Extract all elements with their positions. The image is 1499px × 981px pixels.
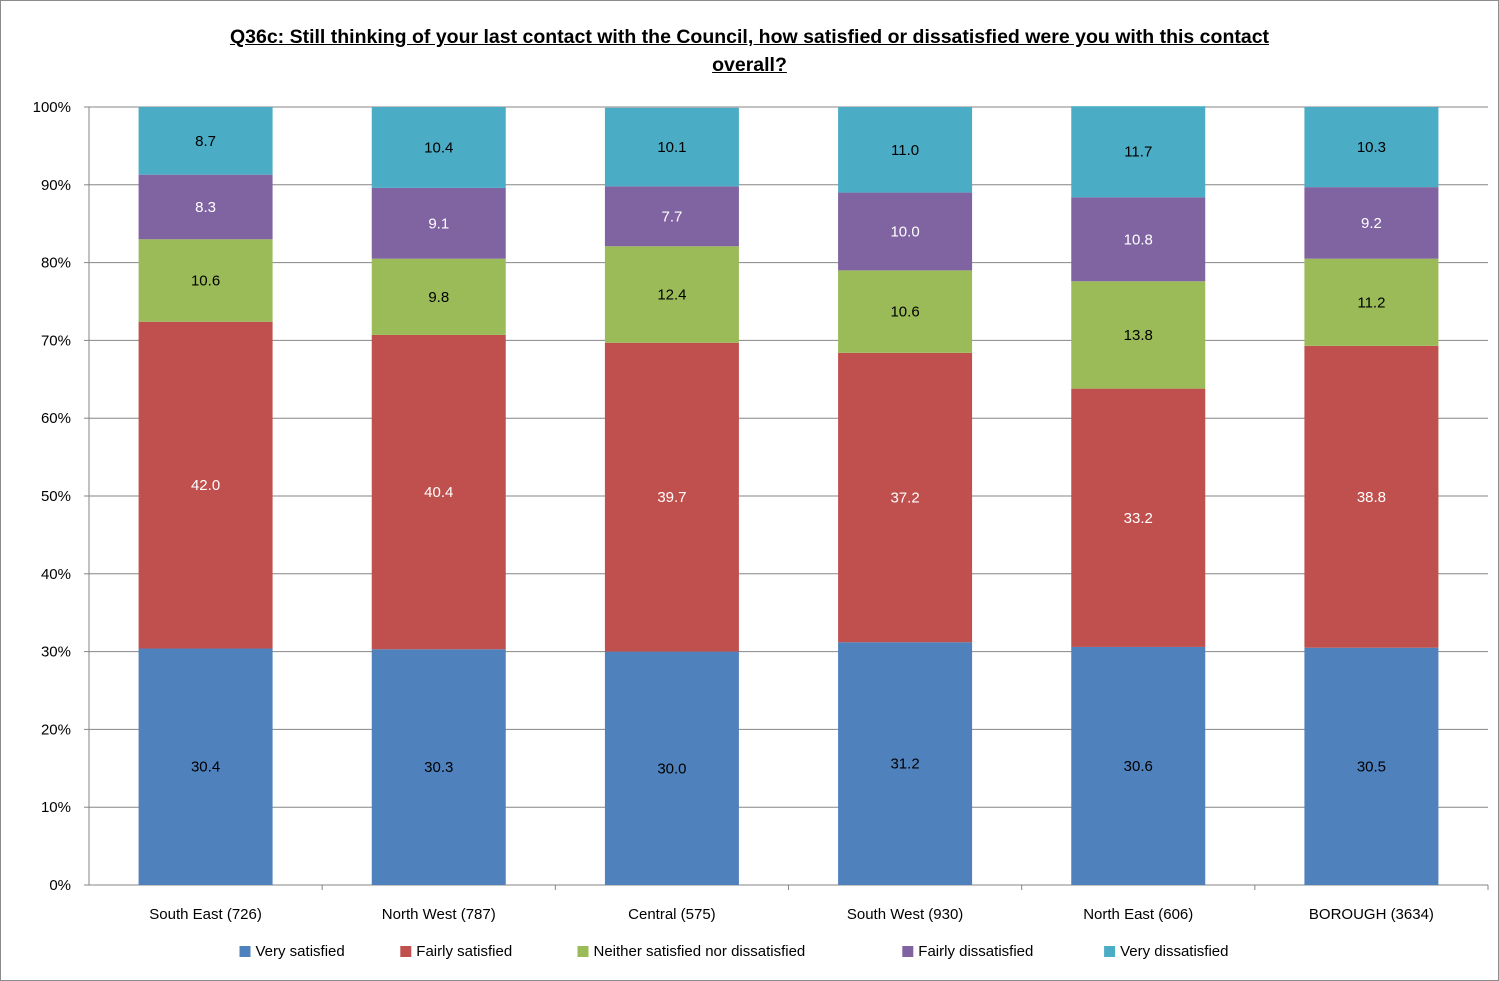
data-label: 37.2 bbox=[890, 490, 919, 507]
bar-segment bbox=[1304, 258, 1439, 346]
bar-segment bbox=[1071, 281, 1206, 389]
data-label: 11.2 bbox=[1357, 294, 1385, 311]
y-tick-label: 60% bbox=[41, 410, 71, 427]
data-label: 10.4 bbox=[424, 139, 453, 156]
y-tick-label: 40% bbox=[41, 566, 71, 583]
data-label: 30.6 bbox=[1124, 758, 1153, 775]
data-label: 8.7 bbox=[195, 133, 216, 150]
legend-label: Very dissatisfied bbox=[1120, 943, 1228, 960]
data-label: 39.7 bbox=[657, 489, 686, 506]
data-label: 9.1 bbox=[428, 215, 449, 232]
legend-swatch bbox=[902, 946, 914, 957]
bar-segment bbox=[838, 642, 973, 885]
y-tick-label: 30% bbox=[41, 644, 71, 661]
y-tick-label: 10% bbox=[41, 799, 71, 816]
bar-segment bbox=[1071, 106, 1206, 198]
legend-label: Very satisfied bbox=[256, 943, 345, 960]
data-label: 13.8 bbox=[1124, 327, 1153, 344]
x-tick-label: South East (726) bbox=[149, 906, 262, 923]
bar-segment bbox=[138, 239, 273, 322]
bar-segment bbox=[138, 174, 273, 240]
chart-title-line2: overall? bbox=[712, 54, 787, 76]
bar-segment bbox=[604, 246, 739, 343]
data-label: 7.7 bbox=[661, 208, 682, 225]
bar-segment bbox=[838, 107, 973, 193]
bar-segment bbox=[838, 192, 973, 271]
data-label: 40.4 bbox=[424, 484, 453, 501]
data-label: 30.4 bbox=[191, 759, 220, 776]
bar-segment bbox=[1071, 388, 1206, 647]
data-label: 9.8 bbox=[428, 289, 449, 306]
legend-swatch bbox=[239, 946, 251, 957]
chart-title-line1: Q36c: Still thinking of your last contac… bbox=[229, 26, 1270, 48]
legend-swatch bbox=[1104, 946, 1116, 957]
data-label: 38.8 bbox=[1357, 489, 1386, 506]
y-tick-label: 90% bbox=[41, 177, 71, 194]
data-label: 10.0 bbox=[890, 223, 919, 240]
data-label: 10.8 bbox=[1124, 231, 1153, 248]
bar-segment bbox=[371, 649, 506, 885]
legend-swatch bbox=[400, 946, 412, 957]
y-tick-label: 70% bbox=[41, 332, 71, 349]
y-tick-label: 0% bbox=[49, 877, 71, 894]
data-label: 9.2 bbox=[1361, 215, 1382, 232]
legend-label: Neither satisfied nor dissatisfied bbox=[594, 943, 806, 960]
bar-segment bbox=[838, 270, 973, 353]
x-tick-label: Central (575) bbox=[628, 906, 716, 923]
data-label: 8.3 bbox=[195, 199, 216, 216]
x-tick-label: North West (787) bbox=[382, 906, 496, 923]
x-tick-label: South West (930) bbox=[847, 906, 963, 923]
bar-segment bbox=[371, 107, 506, 188]
x-tick-label: BOROUGH (3634) bbox=[1309, 906, 1434, 923]
bar-segment bbox=[604, 651, 739, 885]
bar-segment bbox=[1071, 646, 1206, 885]
bar-segment bbox=[1304, 345, 1439, 648]
bar-segment bbox=[604, 186, 739, 247]
bar-segment bbox=[1304, 187, 1439, 259]
bar-segment bbox=[138, 321, 273, 649]
data-label: 42.0 bbox=[191, 477, 220, 494]
y-tick-label: 50% bbox=[41, 488, 71, 505]
data-label: 10.6 bbox=[890, 304, 919, 321]
bar-segment bbox=[838, 352, 973, 643]
y-tick-label: 80% bbox=[41, 255, 71, 272]
data-label: 30.0 bbox=[657, 760, 686, 777]
bar-segment bbox=[371, 187, 506, 259]
data-label: 30.3 bbox=[424, 759, 453, 776]
data-label: 33.2 bbox=[1124, 510, 1153, 527]
bar-segment bbox=[1071, 197, 1206, 282]
bar-segment bbox=[1304, 107, 1439, 188]
bar-segment bbox=[371, 258, 506, 335]
legend-label: Fairly satisfied bbox=[416, 943, 512, 960]
y-tick-label: 100% bbox=[33, 99, 71, 116]
y-tick-label: 20% bbox=[41, 721, 71, 738]
x-tick-label: North East (606) bbox=[1083, 906, 1193, 923]
legend-label: Fairly dissatisfied bbox=[918, 943, 1033, 960]
chart-title: Q36c: Still thinking of your last contac… bbox=[1, 23, 1498, 79]
data-label: 10.1 bbox=[657, 139, 686, 156]
bar-segment bbox=[604, 342, 739, 652]
bar-segment bbox=[604, 107, 739, 187]
data-label: 11.7 bbox=[1124, 144, 1152, 161]
data-label: 10.3 bbox=[1357, 139, 1386, 156]
bar-segment bbox=[1304, 647, 1439, 885]
data-label: 10.6 bbox=[191, 272, 220, 289]
legend-swatch bbox=[577, 946, 589, 957]
bar-segment bbox=[371, 334, 506, 650]
data-label: 31.2 bbox=[890, 756, 919, 773]
bar-segment bbox=[138, 648, 273, 885]
data-label: 30.5 bbox=[1357, 758, 1386, 775]
data-label: 11.0 bbox=[891, 142, 919, 159]
data-label: 12.4 bbox=[657, 286, 686, 303]
bar-segment bbox=[138, 107, 273, 175]
